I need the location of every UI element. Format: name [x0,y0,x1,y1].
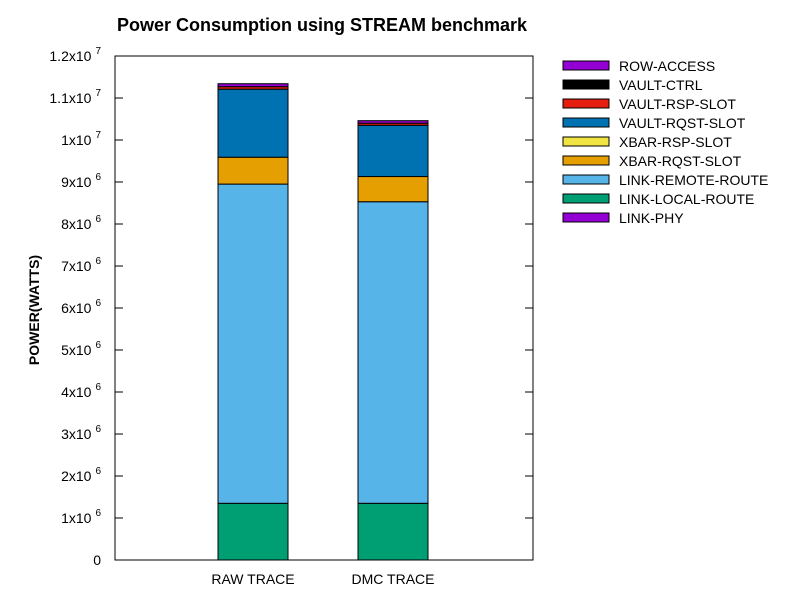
y-tick-label: 2x10 6 [61,466,101,484]
bar-segment-link-remote-route [357,201,429,504]
bar-segment-xbar-rqst-slot [357,176,429,203]
plot-area: 0 1x10 6 2x10 6 3x10 6 4x10 6 5x10 6 6x10 6 7x10 6 8x10… [49,46,533,587]
legend-label: VAULT-RSP-SLOT [619,96,736,112]
y-tick-label: 9x10 6 [61,172,101,190]
x-tick-label: DMC TRACE [352,571,435,587]
legend-swatch [562,117,610,128]
legend-swatch [562,79,610,90]
legend: ROW-ACCESS VAULT-CTRL VAULT-RSP-SLOT VAULT-… [562,58,768,226]
bar-segment-vault-rqst-slot [357,124,429,178]
legend-swatch [562,136,610,147]
plot-frame [114,55,534,561]
legend-swatch [562,174,610,185]
legend-label: VAULT-RQST-SLOT [619,115,746,131]
legend-label: XBAR-RQST-SLOT [619,153,742,169]
bar-segment-link-local-route [357,502,429,561]
chart-title: Power Consumption using STREAM benchmark [117,15,528,35]
y-tick-label: 4x10 6 [61,382,101,400]
bar-segment-link-local-route [217,502,289,561]
bar-segment-row-access [217,83,289,88]
legend-swatch [562,60,610,71]
bar-segment-row-access [357,120,429,124]
legend-swatch [562,193,610,204]
y-tick-label: 0 [93,552,101,568]
legend-label: XBAR-RSP-SLOT [619,134,732,150]
y-tick-label: 8x10 6 [61,214,101,232]
y-tick-label: 7x10 6 [61,256,101,274]
bar-segment-link-remote-route [217,183,289,504]
y-tick-label: 1x10 6 [61,508,101,526]
y-tick-label: 1x10 7 [61,130,101,148]
legend-swatch [562,98,610,109]
y-tick-label: 3x10 6 [61,424,101,442]
legend-swatch [562,155,610,166]
legend-swatch [562,212,610,223]
x-tick-label: RAW TRACE [211,571,294,587]
y-tick-label: 5x10 6 [61,340,101,358]
legend-label: LINK-PHY [619,210,684,226]
legend-label: VAULT-CTRL [619,77,703,93]
y-tick-label: 6x10 6 [61,298,101,316]
legend-label: LINK-LOCAL-ROUTE [619,191,754,207]
bar-segment-vault-rqst-slot [217,88,289,158]
legend-label: ROW-ACCESS [619,58,715,74]
y-axis-label: POWER(WATTS) [26,255,42,365]
y-tick-label: 1.1x10 7 [49,88,101,106]
bar-segment-xbar-rqst-slot [217,156,289,185]
y-tick-label: 1.2x10 7 [49,46,101,64]
legend-label: LINK-REMOTE-ROUTE [619,172,768,188]
